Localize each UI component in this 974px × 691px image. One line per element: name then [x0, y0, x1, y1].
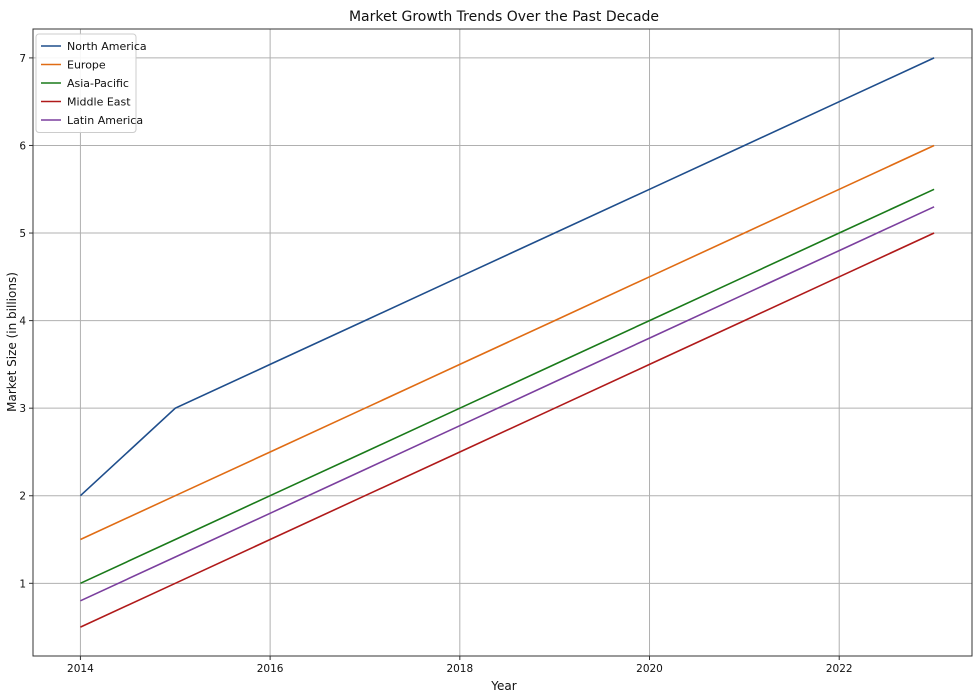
x-tick-label: 2014 — [67, 663, 94, 675]
legend: North America Europe Asia-Pacific Middle Ea… — [35, 33, 147, 133]
y-tick-label: 3 — [19, 403, 26, 415]
legend-label-latin-america: Latin America — [67, 114, 143, 127]
x-axis-label: Year — [490, 679, 516, 691]
legend-label-north-america: North America — [67, 40, 147, 53]
grid — [33, 29, 972, 656]
y-tick-label: 4 — [19, 316, 26, 328]
legend-label-europe: Europe — [67, 59, 106, 72]
y-tick-label: 7 — [19, 53, 26, 65]
legend-box — [35, 33, 137, 133]
legend-label-asia-pacific: Asia-Pacific — [67, 77, 129, 90]
y-tick-label: 5 — [19, 228, 26, 240]
x-tick-label: 2022 — [826, 663, 853, 675]
y-tick-label: 6 — [19, 140, 26, 152]
series-line-latin-america — [80, 206, 935, 602]
axis-ticks: 2014 2016 2018 2020 2022 1 2 3 4 5 6 7 — [19, 53, 852, 675]
legend-label-middle-east: Middle East — [67, 96, 131, 109]
series-line-north-america — [79, 57, 935, 497]
series-lines — [79, 57, 935, 628]
y-tick-label: 2 — [19, 491, 26, 503]
x-tick-label: 2018 — [446, 663, 473, 675]
y-axis-label: Market Size (in billions) — [5, 272, 19, 412]
series-line-middle-east — [80, 232, 935, 628]
y-tick-label: 1 — [19, 578, 26, 590]
x-tick-label: 2020 — [636, 663, 663, 675]
series-line-asia-pacific — [80, 188, 935, 585]
plot-frame — [32, 28, 973, 657]
x-tick-label: 2016 — [257, 663, 284, 675]
series-line-europe — [80, 144, 935, 541]
chart-title: Market Growth Trends Over the Past Decad… — [349, 9, 659, 25]
